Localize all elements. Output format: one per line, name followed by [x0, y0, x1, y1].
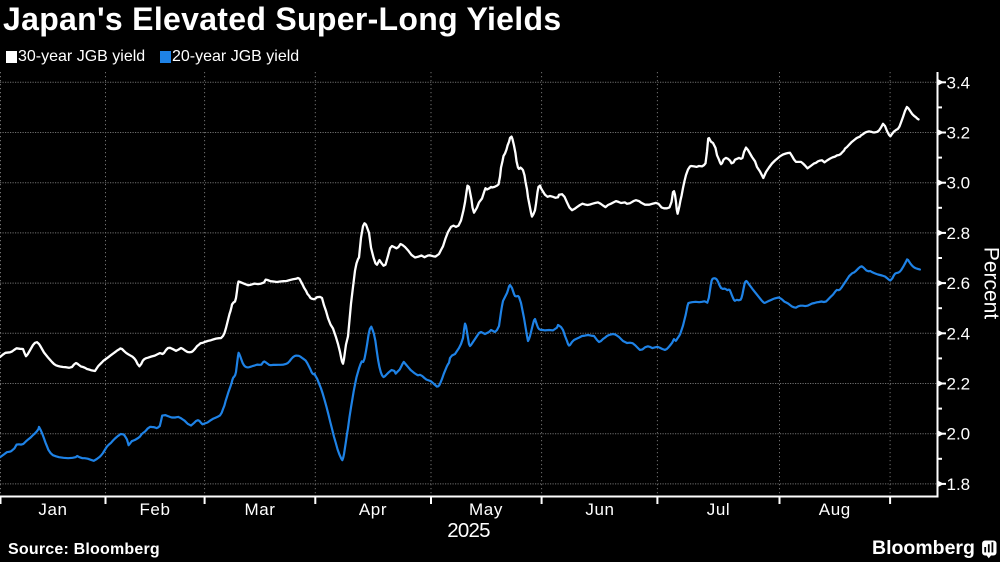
- svg-text:Jun: Jun: [585, 500, 614, 519]
- svg-text:3.2: 3.2: [947, 124, 971, 143]
- svg-text:2.0: 2.0: [947, 425, 971, 444]
- svg-text:2025: 2025: [447, 519, 490, 542]
- svg-text:Mar: Mar: [244, 500, 275, 519]
- svg-text:2.8: 2.8: [947, 224, 971, 243]
- svg-text:Percent: Percent: [980, 247, 1000, 320]
- svg-text:3.0: 3.0: [947, 174, 971, 193]
- svg-text:2.4: 2.4: [947, 324, 971, 343]
- svg-text:Apr: Apr: [359, 500, 387, 519]
- svg-text:May: May: [469, 500, 503, 519]
- svg-text:Feb: Feb: [139, 500, 170, 519]
- svg-text:2.2: 2.2: [947, 375, 971, 394]
- svg-text:2.6: 2.6: [947, 274, 971, 293]
- svg-text:1.8: 1.8: [947, 475, 971, 494]
- svg-text:Jul: Jul: [707, 500, 731, 519]
- svg-text:Jan: Jan: [38, 500, 67, 519]
- svg-text:Aug: Aug: [819, 500, 851, 519]
- svg-text:3.4: 3.4: [947, 73, 971, 92]
